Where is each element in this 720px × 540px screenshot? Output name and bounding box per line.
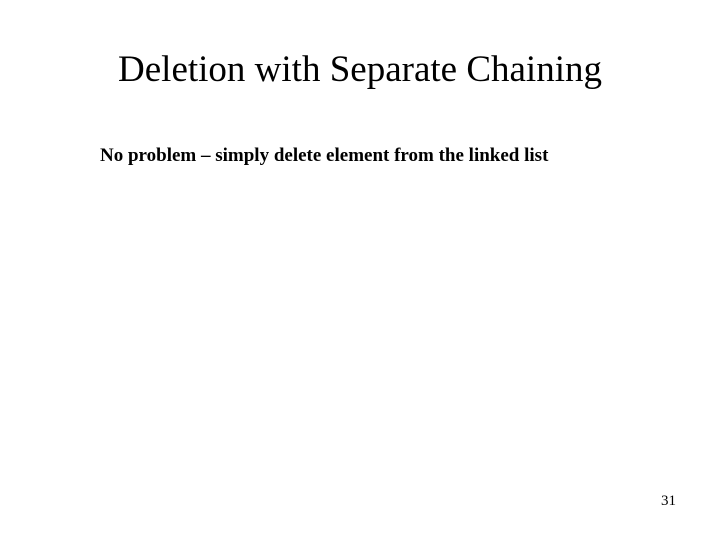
slide-title: Deletion with Separate Chaining bbox=[0, 0, 720, 91]
page-number: 31 bbox=[661, 493, 676, 510]
slide-body-text: No problem – simply delete element from … bbox=[24, 91, 720, 169]
